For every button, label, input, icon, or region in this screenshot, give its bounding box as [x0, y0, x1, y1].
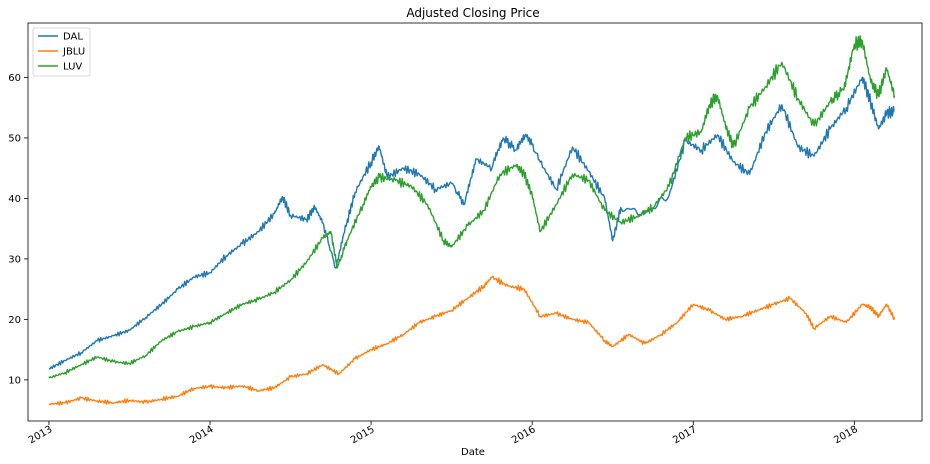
chart-title: Adjusted Closing Price [406, 6, 539, 20]
x-tick-label: 2018 [832, 424, 860, 446]
series-line-jblu [48, 275, 896, 406]
legend-label-dal: DAL [63, 32, 83, 43]
x-tick-label: 2013 [27, 424, 55, 446]
legend-label-luv: LUV [63, 62, 82, 73]
series-line-luv [48, 35, 896, 379]
x-tick-label: 2015 [349, 424, 377, 446]
plot-frame [27, 22, 923, 422]
y-tick-label: 40 [8, 194, 21, 205]
legend-box [32, 27, 91, 77]
y-tick-label: 10 [8, 375, 21, 386]
y-tick-label: 20 [8, 315, 21, 326]
series-layer [48, 35, 896, 406]
y-tick-label: 50 [8, 133, 21, 144]
x-tick-label: 2017 [671, 424, 699, 446]
y-tick-label: 60 [8, 73, 21, 84]
x-tick-label: 2014 [188, 424, 216, 446]
y-tick-label: 30 [8, 254, 21, 265]
plot-area [27, 22, 923, 422]
series-line-dal [48, 76, 895, 370]
x-tick-label: 2016 [510, 424, 538, 446]
legend: DAL JBLU LUV [32, 27, 91, 77]
x-axis: 2013 2014 2015 2016 2017 2018 [27, 421, 860, 446]
y-axis: 10 20 30 40 50 60 [8, 73, 28, 386]
x-axis-label: Date [461, 447, 485, 458]
legend-label-jblu: JBLU [62, 47, 85, 58]
